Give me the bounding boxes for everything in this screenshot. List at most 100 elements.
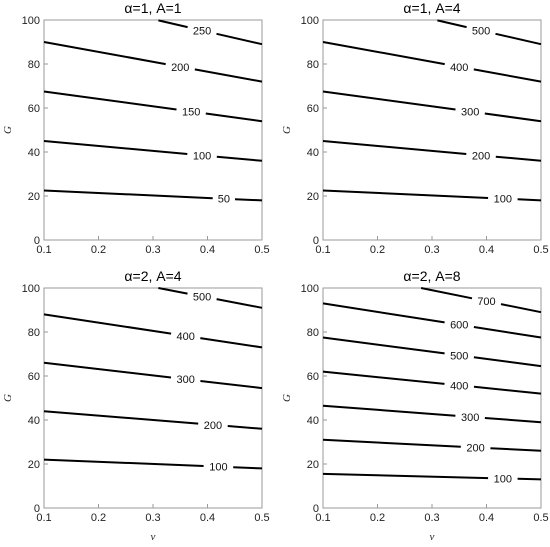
contour-line — [43, 140, 263, 162]
chart-title: α=1, A=4 — [403, 0, 460, 16]
contour-line — [437, 19, 542, 46]
y-tick-label: 80 — [28, 59, 40, 71]
contour-line — [420, 287, 542, 314]
contour-line — [322, 404, 542, 424]
y-tick-label: 60 — [307, 103, 319, 115]
y-tick-label: 60 — [28, 103, 40, 115]
y-tick-label: 20 — [28, 459, 40, 471]
y-tick-label: 80 — [28, 327, 40, 339]
y-tick-label: 40 — [28, 147, 40, 159]
contour-label: 100 — [494, 194, 512, 206]
contour-line — [158, 287, 263, 309]
contour-label: 200 — [472, 150, 490, 162]
x-tick-label: 0.5 — [254, 512, 269, 524]
y-tick-label: 100 — [301, 15, 319, 27]
x-tick-label: 0.5 — [254, 244, 269, 256]
y-tick-label: 100 — [301, 283, 319, 295]
x-tick-label: 0.1 — [36, 244, 51, 256]
x-axis-label: v — [151, 531, 156, 543]
y-tick-label: 20 — [28, 191, 40, 203]
contour-label: 500 — [472, 25, 490, 37]
contour-line — [322, 41, 542, 83]
chart-title: α=2, A=8 — [403, 268, 460, 284]
x-tick-label: 0.2 — [91, 512, 106, 524]
y-tick-label: 80 — [307, 59, 319, 71]
chart-panel-1: α=1, A=1 0.1 0.2 0.3 0.4 0.5 0 20 40 60 80 100 G 50 10… — [2, 0, 270, 256]
contour-line — [43, 410, 263, 430]
chart-panel-4: α=2, A=8 0.1 0.2 0.3 0.4 0.5 0 20 40 60 80 100 Gv 100… — [281, 268, 549, 543]
x-tick-label: 0.4 — [479, 512, 494, 524]
contour-line — [43, 90, 263, 123]
y-axis-label: G — [2, 394, 14, 402]
contour-label: 200 — [171, 62, 189, 74]
x-tick-label: 0.4 — [200, 512, 215, 524]
contour-line — [43, 41, 263, 83]
x-tick-label: 0.4 — [479, 244, 494, 256]
contour-line — [43, 313, 263, 349]
contour-label: 100 — [494, 473, 512, 485]
x-tick-label: 0.3 — [424, 512, 439, 524]
x-tick-label: 0.3 — [145, 512, 160, 524]
x-tick-label: 0.3 — [145, 244, 160, 256]
chart-panel-2: α=1, A=4 0.1 0.2 0.3 0.4 0.5 0 20 40 60 80 100 G 100 2… — [281, 0, 549, 256]
y-tick-label: 20 — [307, 191, 319, 203]
contour-line — [322, 370, 542, 395]
contour-line — [322, 302, 542, 339]
contour-label: 250 — [193, 25, 211, 37]
contour-label: 100 — [209, 462, 227, 474]
y-tick-label: 60 — [307, 371, 319, 383]
contour-line — [158, 19, 263, 46]
contour-label: 700 — [477, 296, 495, 308]
x-tick-label: 0.2 — [370, 512, 385, 524]
x-tick-label: 0.1 — [315, 244, 330, 256]
contour-line — [43, 458, 263, 470]
contour-label: 300 — [177, 374, 195, 386]
contour-label: 300 — [461, 107, 479, 119]
contour-label: 400 — [177, 331, 195, 343]
x-tick-label: 0.5 — [533, 244, 548, 256]
contour-line — [322, 336, 542, 368]
y-tick-label: 40 — [28, 415, 40, 427]
chart-panel-3: α=2, A=4 0.1 0.2 0.3 0.4 0.5 0 20 40 60 80 100 Gv 100… — [2, 268, 270, 543]
contour-line — [322, 90, 542, 123]
chart-title: α=1, A=1 — [124, 0, 181, 16]
plot-frame — [43, 287, 263, 509]
y-tick-label: 100 — [22, 283, 40, 295]
x-tick-label: 0.3 — [424, 244, 439, 256]
contour-label: 600 — [450, 320, 468, 332]
x-tick-label: 0.2 — [91, 244, 106, 256]
contour-label: 300 — [461, 412, 479, 424]
x-axis-label: v — [430, 531, 435, 543]
y-tick-label: 0 — [34, 503, 40, 515]
plot-frame — [322, 19, 542, 241]
x-tick-label: 0.4 — [200, 244, 215, 256]
contour-label: 200 — [466, 443, 484, 455]
contour-line — [322, 189, 542, 202]
contour-label: 50 — [218, 194, 230, 206]
contour-label: 400 — [450, 380, 468, 392]
y-tick-label: 20 — [307, 459, 319, 471]
contour-line — [322, 140, 542, 162]
contour-label: 200 — [204, 420, 222, 432]
y-tick-label: 0 — [313, 503, 319, 515]
x-tick-label: 0.1 — [315, 512, 330, 524]
contour-label: 500 — [193, 291, 211, 303]
chart-title: α=2, A=4 — [124, 268, 181, 284]
contour-line — [43, 189, 263, 202]
y-axis-label: G — [281, 126, 293, 134]
plot-frame — [43, 19, 263, 241]
y-axis-label: G — [2, 126, 14, 134]
contour-line — [322, 472, 542, 481]
contour-label: 100 — [193, 150, 211, 162]
contour-line — [322, 438, 542, 452]
y-tick-label: 100 — [22, 15, 40, 27]
contour-label: 400 — [450, 62, 468, 74]
contour-label: 500 — [450, 350, 468, 362]
x-tick-label: 0.1 — [36, 512, 51, 524]
x-tick-label: 0.5 — [533, 512, 548, 524]
y-axis-label: G — [281, 394, 293, 402]
y-tick-label: 0 — [34, 235, 40, 247]
x-tick-label: 0.2 — [370, 244, 385, 256]
y-tick-label: 0 — [313, 235, 319, 247]
